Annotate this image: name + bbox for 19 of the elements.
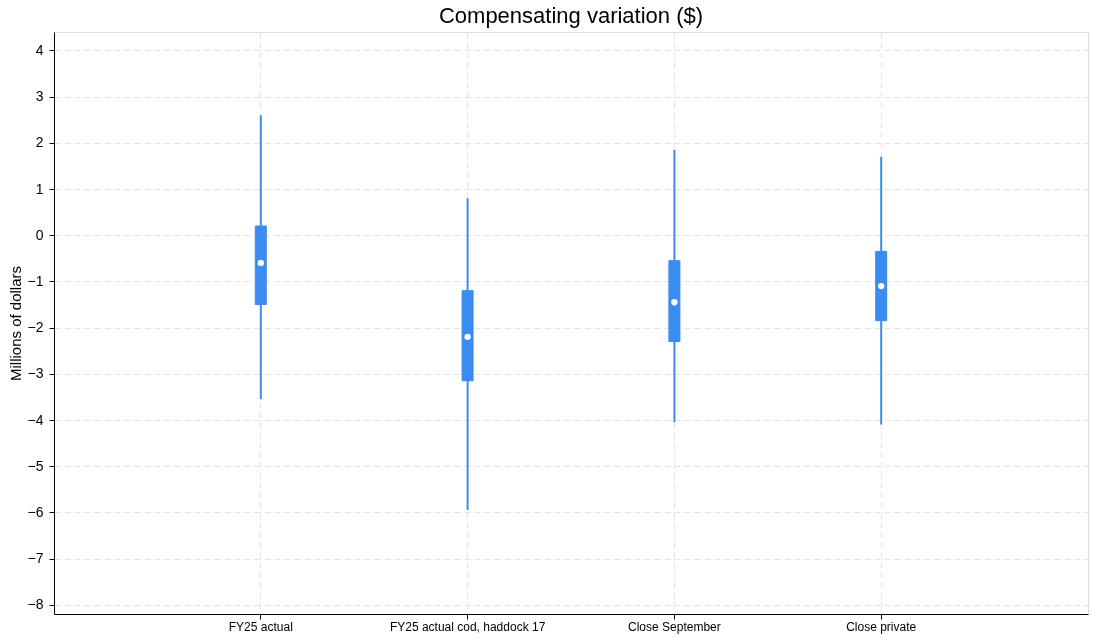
y-tick-label: −4	[27, 411, 44, 428]
chart-title: Compensating variation ($)	[438, 3, 704, 28]
y-tick-label: −1	[27, 272, 44, 289]
y-axis-title: Millions of dollars	[6, 265, 24, 382]
x-tick-label: FY25 actual cod, haddock 17	[389, 619, 546, 634]
y-tick-label: 0	[35, 226, 44, 243]
y-tick-label: −3	[27, 365, 44, 382]
y-tick-label: −5	[27, 457, 44, 474]
y-tick-label: −7	[27, 550, 44, 567]
x-tick-label: Close September	[628, 619, 721, 634]
y-tick-label: −6	[27, 503, 44, 520]
x-tick-label: Close private	[846, 619, 917, 634]
y-tick-label: −2	[27, 319, 44, 336]
y-tick-label: 2	[35, 134, 44, 151]
y-tick-label: 1	[35, 180, 44, 197]
y-tick-label: −8	[27, 596, 44, 613]
y-tick-label: 3	[35, 88, 44, 105]
y-tick-label: 4	[35, 41, 44, 58]
x-tick-label: FY25 actual	[228, 619, 293, 634]
